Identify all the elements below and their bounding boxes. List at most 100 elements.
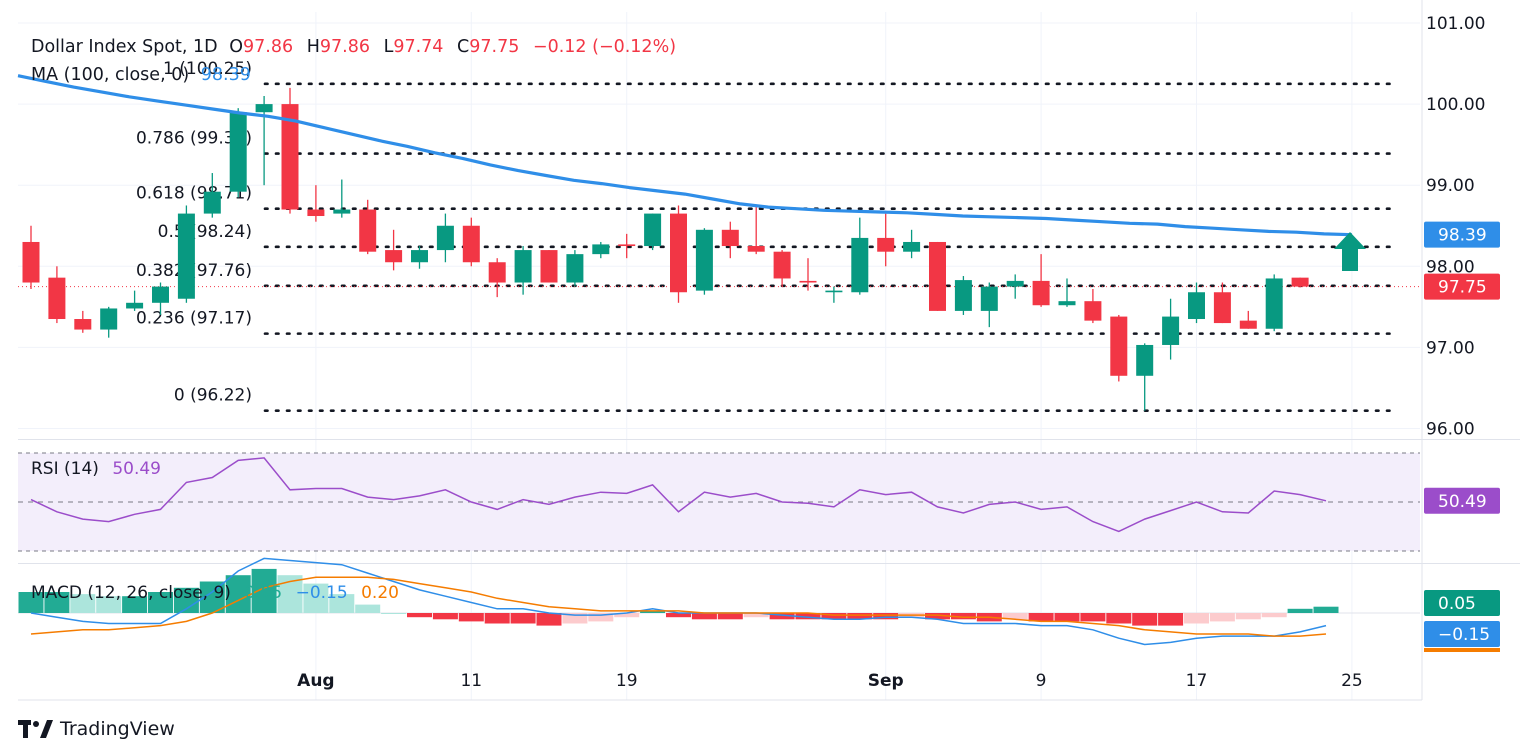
candle[interactable] — [307, 185, 325, 222]
candle[interactable] — [359, 199, 377, 255]
candle[interactable] — [1084, 289, 1102, 324]
price-axis-tick: 101.00 — [1426, 14, 1485, 34]
up-arrow-icon — [1334, 232, 1366, 271]
panel-backgrounds — [18, 452, 1420, 552]
candle[interactable] — [1239, 310, 1257, 329]
last-price-tag-text: 97.75 — [1438, 278, 1487, 298]
candle[interactable] — [980, 282, 998, 328]
header-legend[interactable]: Dollar Index Spot, 1D O97.86 H97.86 L97.… — [31, 37, 676, 57]
candle[interactable] — [644, 213, 662, 251]
last-price-tag[interactable]: 97.75 — [1424, 273, 1500, 300]
candle[interactable] — [1058, 278, 1076, 307]
macd-histogram-bar — [381, 613, 407, 614]
tradingview-logo-icon — [18, 720, 53, 738]
candle[interactable] — [74, 310, 92, 333]
candle[interactable] — [1162, 298, 1180, 360]
close-label: C — [457, 37, 469, 57]
candle[interactable] — [385, 229, 403, 271]
rsi-legend[interactable]: RSI (14) 50.49 — [31, 459, 161, 479]
candle-body — [255, 104, 273, 113]
candle[interactable] — [1006, 274, 1024, 299]
candle-body — [385, 250, 403, 263]
candle-body — [1084, 301, 1102, 321]
candle[interactable] — [411, 246, 428, 269]
tradingview-logo[interactable]: TradingView — [18, 718, 175, 740]
candle[interactable] — [592, 241, 610, 259]
price-tags-layer: 98.39 97.75 50.49 0.05 −0.15 — [1424, 221, 1500, 652]
macd-legend[interactable]: MACD (12, 26, close, 9) 0.05 −0.15 0.20 — [31, 583, 399, 603]
macd-histogram-bar — [1261, 613, 1287, 618]
candle[interactable] — [929, 241, 946, 311]
macd-histogram-bar — [1184, 613, 1209, 624]
macd-hist-tag-bg — [1424, 590, 1500, 616]
time-axis-tick: 11 — [460, 671, 482, 691]
candle-body — [488, 262, 506, 283]
ma-legend[interactable]: MA (100, close, 0) 98.39 — [31, 65, 251, 85]
candle[interactable] — [1213, 282, 1231, 324]
candle[interactable] — [954, 276, 972, 315]
candle[interactable] — [436, 213, 454, 263]
candle[interactable] — [229, 108, 247, 198]
candle[interactable] — [540, 250, 558, 283]
macd-histogram-bar — [70, 594, 96, 613]
candle[interactable] — [333, 179, 351, 218]
ma-price-tag[interactable]: 98.39 — [1424, 221, 1500, 248]
candle-body — [22, 241, 40, 283]
rsi-value-tag[interactable]: 50.49 — [1424, 487, 1500, 514]
ma-legend-label: MA (100, close, 0) — [31, 65, 189, 85]
candle[interactable] — [773, 250, 791, 287]
fib-level-label: 0.236 (97.17) — [136, 309, 252, 329]
candle[interactable] — [462, 217, 480, 267]
candle[interactable] — [799, 258, 817, 291]
macd-histogram-bar — [148, 592, 173, 613]
candle[interactable] — [100, 306, 118, 338]
candle[interactable] — [566, 250, 584, 287]
macd-line-tag[interactable]: −0.15 — [1424, 621, 1500, 647]
candle[interactable] — [126, 290, 144, 311]
macd-histogram-bar — [1158, 613, 1184, 626]
candle[interactable] — [721, 221, 739, 259]
candle[interactable] — [177, 205, 195, 303]
candle[interactable] — [48, 266, 66, 324]
macd-histogram-bar — [536, 613, 562, 626]
candle[interactable] — [1032, 254, 1050, 307]
candle[interactable] — [203, 173, 221, 218]
macd-line — [30, 557, 1327, 646]
open-value: 97.86 — [243, 37, 293, 57]
candle[interactable] — [903, 229, 921, 259]
candle-body — [773, 251, 791, 279]
candle[interactable] — [670, 205, 687, 303]
candle[interactable] — [152, 282, 169, 315]
candle[interactable] — [851, 217, 869, 295]
candle-body — [747, 246, 765, 252]
ma-legend-value: 98.39 — [201, 65, 251, 85]
macd-histogram-bar — [769, 613, 795, 620]
rsi-legend-value: 50.49 — [112, 459, 161, 479]
candle[interactable] — [1110, 314, 1128, 382]
candle-body — [1162, 316, 1180, 345]
candle[interactable] — [1291, 277, 1309, 288]
macd-legend-signal: 0.20 — [361, 583, 399, 603]
macd-histogram-bar — [873, 613, 899, 620]
candle-body — [1265, 278, 1283, 329]
candle[interactable] — [825, 286, 843, 303]
candle[interactable] — [1188, 282, 1205, 324]
macd-histogram-bar — [96, 596, 122, 613]
candle[interactable] — [1265, 274, 1283, 332]
candle[interactable] — [255, 95, 273, 186]
candle[interactable] — [877, 213, 895, 267]
candle[interactable] — [695, 228, 713, 295]
macd-histogram-bar — [251, 568, 277, 613]
macd-line-tag-text: −0.15 — [1438, 625, 1490, 645]
candle[interactable] — [22, 225, 40, 290]
candle[interactable] — [281, 87, 299, 214]
candle[interactable] — [1136, 343, 1154, 411]
macd-legend-hist: 0.05 — [244, 583, 282, 603]
candle[interactable] — [488, 258, 506, 298]
candle[interactable] — [747, 205, 765, 255]
candle[interactable] — [514, 246, 532, 295]
candle[interactable] — [618, 233, 636, 259]
ma-price-tag-bg — [1424, 221, 1500, 248]
macd-hist-tag[interactable]: 0.05 — [1424, 590, 1500, 616]
